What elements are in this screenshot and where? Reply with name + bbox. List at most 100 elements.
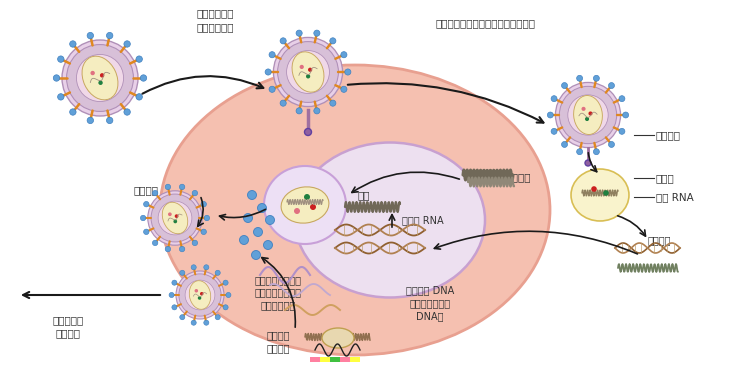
- Ellipse shape: [162, 202, 187, 234]
- Bar: [350, 357, 360, 362]
- Circle shape: [308, 67, 312, 72]
- Circle shape: [593, 75, 599, 81]
- Circle shape: [294, 208, 300, 214]
- Circle shape: [619, 128, 625, 134]
- Ellipse shape: [158, 201, 192, 235]
- Circle shape: [179, 246, 184, 252]
- Circle shape: [87, 117, 94, 124]
- Circle shape: [191, 265, 196, 270]
- Text: 逆转录酶: 逆转录酶: [648, 235, 672, 245]
- Ellipse shape: [556, 83, 621, 147]
- Text: 组装: 组装: [357, 190, 370, 200]
- Text: 病毒体附着到
宿主细胞表面: 病毒体附着到 宿主细胞表面: [196, 8, 234, 32]
- Circle shape: [200, 292, 204, 296]
- Circle shape: [204, 265, 209, 270]
- Circle shape: [100, 73, 104, 78]
- Circle shape: [153, 240, 158, 246]
- Ellipse shape: [160, 65, 550, 355]
- Circle shape: [253, 227, 263, 236]
- Circle shape: [165, 184, 170, 190]
- Ellipse shape: [190, 281, 210, 309]
- Text: 病毒包膜蛋白被糖
基化后被递送到受
感染细胞表面: 病毒包膜蛋白被糖 基化后被递送到受 感染细胞表面: [255, 275, 302, 310]
- Text: 逆转录成 DNA
并整合到细胞的
DNA里: 逆转录成 DNA 并整合到细胞的 DNA里: [406, 285, 454, 321]
- Circle shape: [98, 81, 103, 85]
- Circle shape: [204, 215, 210, 221]
- Circle shape: [265, 69, 272, 75]
- Text: 未包被的病毒: 未包被的病毒: [493, 172, 531, 182]
- Ellipse shape: [281, 187, 329, 223]
- Circle shape: [244, 213, 252, 222]
- Ellipse shape: [148, 191, 202, 245]
- Ellipse shape: [277, 42, 339, 102]
- Circle shape: [603, 190, 609, 196]
- Circle shape: [330, 100, 336, 106]
- Circle shape: [585, 117, 589, 121]
- Circle shape: [124, 41, 131, 47]
- Text: 病毒 RNA: 病毒 RNA: [656, 192, 694, 202]
- Circle shape: [180, 270, 184, 276]
- Circle shape: [204, 320, 209, 325]
- Circle shape: [330, 38, 336, 44]
- Circle shape: [314, 108, 320, 114]
- Ellipse shape: [559, 86, 617, 144]
- Ellipse shape: [179, 274, 221, 316]
- Circle shape: [280, 100, 286, 106]
- Circle shape: [593, 149, 599, 155]
- Circle shape: [548, 112, 554, 118]
- Circle shape: [172, 280, 177, 285]
- Circle shape: [192, 190, 198, 196]
- Circle shape: [591, 186, 597, 192]
- Circle shape: [195, 289, 198, 293]
- Circle shape: [91, 71, 95, 75]
- Ellipse shape: [571, 169, 629, 221]
- Circle shape: [305, 128, 311, 136]
- Bar: [310, 357, 320, 362]
- Circle shape: [576, 75, 582, 81]
- Circle shape: [124, 109, 131, 115]
- Circle shape: [304, 194, 310, 200]
- Ellipse shape: [77, 55, 123, 102]
- Circle shape: [258, 204, 266, 213]
- Circle shape: [201, 229, 207, 235]
- Circle shape: [140, 75, 147, 81]
- Circle shape: [247, 191, 257, 199]
- Circle shape: [153, 190, 158, 196]
- Circle shape: [140, 215, 146, 221]
- Circle shape: [609, 141, 615, 147]
- Circle shape: [165, 246, 170, 252]
- Circle shape: [87, 32, 94, 39]
- Text: 衣壳分解: 衣壳分解: [656, 130, 681, 140]
- Circle shape: [314, 30, 320, 36]
- Circle shape: [269, 86, 275, 92]
- Circle shape: [619, 96, 625, 102]
- Circle shape: [53, 75, 60, 81]
- Ellipse shape: [176, 271, 224, 319]
- Ellipse shape: [568, 95, 608, 135]
- Bar: [340, 357, 350, 362]
- Circle shape: [144, 229, 149, 235]
- Circle shape: [192, 240, 198, 246]
- Circle shape: [551, 128, 557, 134]
- Circle shape: [175, 214, 179, 218]
- Ellipse shape: [295, 143, 485, 298]
- Bar: [330, 357, 340, 362]
- Circle shape: [191, 320, 196, 325]
- Circle shape: [179, 184, 184, 190]
- Circle shape: [562, 141, 568, 147]
- Circle shape: [345, 69, 351, 75]
- Circle shape: [306, 74, 310, 78]
- Circle shape: [180, 315, 184, 320]
- Ellipse shape: [264, 166, 346, 244]
- Circle shape: [58, 56, 64, 62]
- Ellipse shape: [62, 40, 138, 116]
- Ellipse shape: [292, 52, 324, 92]
- Circle shape: [341, 86, 347, 92]
- Circle shape: [551, 96, 557, 102]
- Circle shape: [562, 83, 568, 89]
- Circle shape: [588, 111, 593, 116]
- Circle shape: [69, 109, 76, 115]
- Ellipse shape: [82, 56, 118, 100]
- Text: 释放病毒: 释放病毒: [133, 185, 158, 195]
- Circle shape: [226, 293, 231, 298]
- Circle shape: [585, 160, 591, 166]
